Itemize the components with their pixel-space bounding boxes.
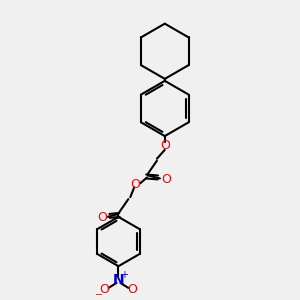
- Text: +: +: [120, 270, 128, 280]
- Text: O: O: [97, 212, 106, 224]
- Text: O: O: [100, 284, 110, 296]
- Text: O: O: [130, 178, 140, 191]
- Text: O: O: [160, 140, 170, 152]
- Text: O: O: [127, 284, 137, 296]
- Text: −: −: [95, 290, 103, 300]
- Text: N: N: [112, 273, 124, 287]
- Text: O: O: [161, 173, 171, 186]
